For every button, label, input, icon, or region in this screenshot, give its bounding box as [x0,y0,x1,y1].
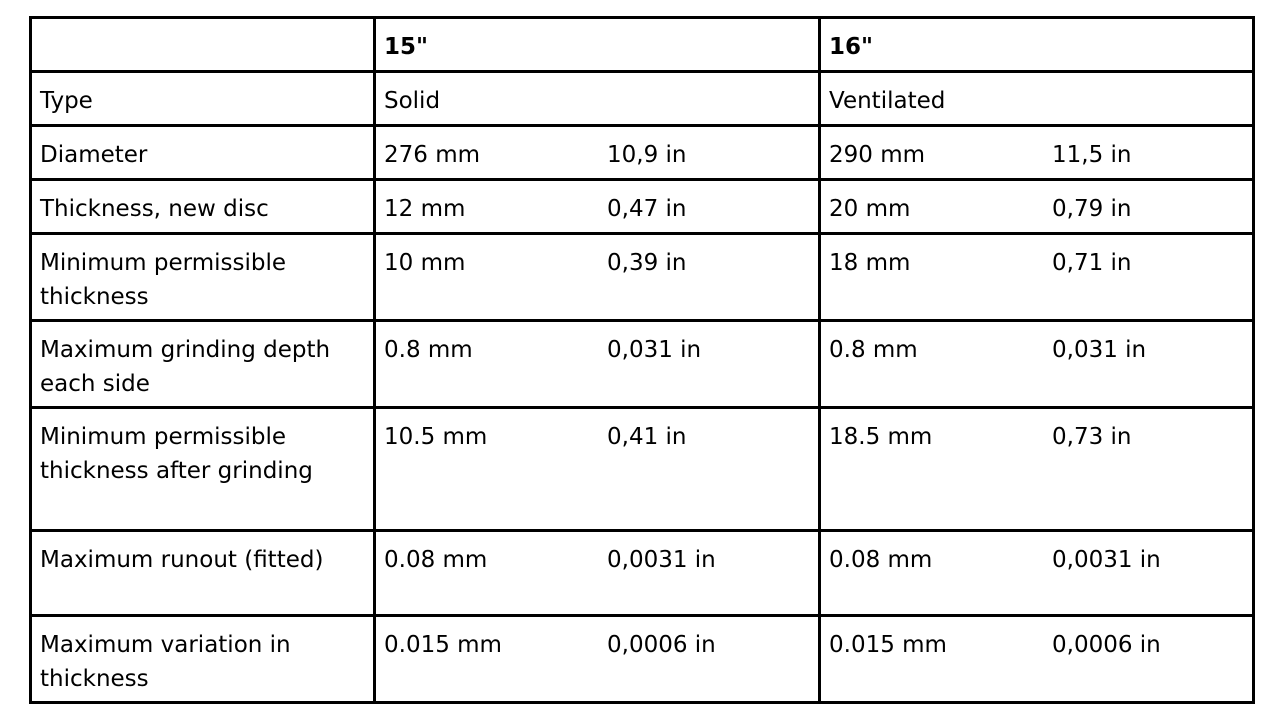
cell-16in: Ventilated [818,70,1255,127]
table-row: Diameter 276 mm 10,9 in 290 mm 11,5 in [29,124,1255,181]
table-row: Minimum permissible thickness after grin… [29,406,1255,532]
table-row: Maximum grinding depth each side 0.8 mm 0… [29,319,1255,409]
value-in: 0,0006 in [607,632,716,658]
table-row: Type Solid Ventilated [29,70,1255,127]
value-in: 0,79 in [1052,196,1132,222]
cell-16in: 0.015 mm 0,0006 in [818,614,1255,704]
value-in: 0,47 in [607,196,687,222]
value-mm: 18.5 mm [829,424,933,450]
value-in: 0,0031 in [1052,547,1161,573]
cell-15in: 10.5 mm 0,41 in [373,406,821,532]
value-mm: 276 mm [384,142,481,168]
row-label: Minimum permissible thickness [29,232,376,322]
value-in: 0,0006 in [1052,632,1161,658]
cell-15in: 0.8 mm 0,031 in [373,319,821,409]
cell-15in: 276 mm 10,9 in [373,124,821,181]
table-row: Thickness, new disc 12 mm 0,47 in 20 mm 0,… [29,178,1255,235]
value-mm: 18 mm [829,250,911,276]
value-mm: 0.08 mm [384,547,488,573]
header-row: 15" 16" [29,16,1255,73]
value-mm: 20 mm [829,196,911,222]
cell-15in: 0.08 mm 0,0031 in [373,529,821,617]
value-in: 10,9 in [607,142,687,168]
header-16in: 16" [818,16,1255,73]
cell-16in: 0.8 mm 0,031 in [818,319,1255,409]
row-label: Maximum runout (fitted) [29,529,376,617]
value-mm: 0.08 mm [829,547,933,573]
value-mm: 10.5 mm [384,424,488,450]
row-label: Maximum variation in thickness [29,614,376,704]
row-label: Minimum permissible thickness after grin… [29,406,376,532]
header-label [29,16,376,73]
value-in: 0,031 in [1052,337,1147,363]
value-mm: 290 mm [829,142,926,168]
value-in: 0,031 in [607,337,702,363]
value-mm: 0.8 mm [829,337,918,363]
value-mm: 12 mm [384,196,466,222]
cell-15in: Solid [373,70,821,127]
value-mm: 0.8 mm [384,337,473,363]
row-label: Maximum grinding depth each side [29,319,376,409]
value-in: 0,71 in [1052,250,1132,276]
row-label: Diameter [29,124,376,181]
cell-16in: 290 mm 11,5 in [818,124,1255,181]
value-in: 0,41 in [607,424,687,450]
value-in: 11,5 in [1052,142,1132,168]
table-row: Maximum runout (fitted) 0.08 mm 0,0031 in… [29,529,1255,617]
cell-15in: 0.015 mm 0,0006 in [373,614,821,704]
cell-15in: 10 mm 0,39 in [373,232,821,322]
value-in: 0,39 in [607,250,687,276]
table-row: Minimum permissible thickness 10 mm 0,39 … [29,232,1255,322]
value-mm: 0.015 mm [384,632,502,658]
cell-15in: 12 mm 0,47 in [373,178,821,235]
value-mm: 10 mm [384,250,466,276]
value-mm: 0.015 mm [829,632,947,658]
value-in: 0,73 in [1052,424,1132,450]
row-label: Thickness, new disc [29,178,376,235]
header-15in: 15" [373,16,821,73]
brake-disc-spec-table: 15" 16" Type Solid Ventilated Diameter 2… [29,16,1255,704]
table-row: Maximum variation in thickness 0.015 mm 0… [29,614,1255,704]
row-label: Type [29,70,376,127]
cell-16in: 18 mm 0,71 in [818,232,1255,322]
cell-16in: 20 mm 0,79 in [818,178,1255,235]
cell-16in: 18.5 mm 0,73 in [818,406,1255,532]
value-in: 0,0031 in [607,547,716,573]
cell-16in: 0.08 mm 0,0031 in [818,529,1255,617]
